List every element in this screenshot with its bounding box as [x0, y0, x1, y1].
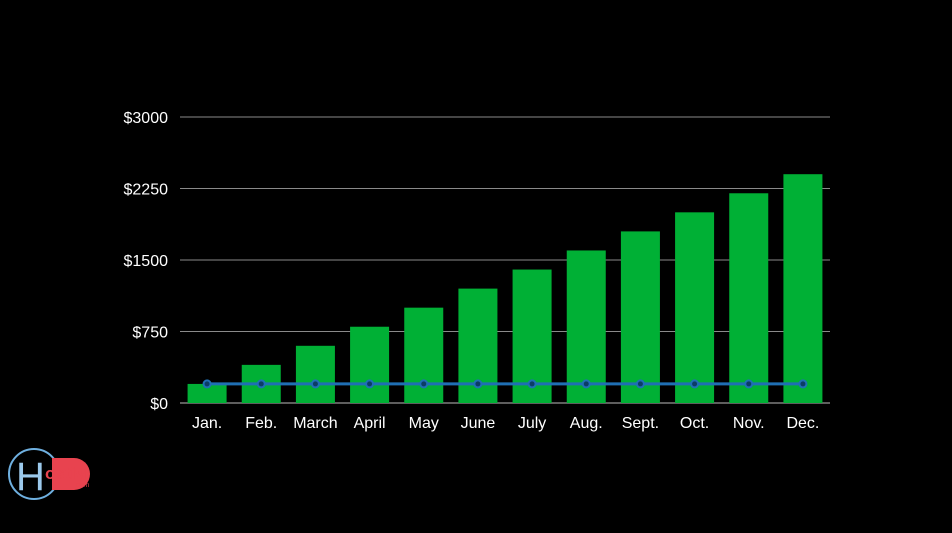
x-tick-label: March — [293, 415, 337, 432]
x-tick-label: May — [409, 415, 439, 432]
bar — [404, 307, 444, 403]
line-point — [202, 379, 212, 389]
bar — [566, 250, 606, 403]
y-tick-label: $0 — [150, 396, 168, 413]
gridlines — [180, 116, 830, 404]
x-tick-label: Dec. — [786, 415, 819, 432]
line-point — [798, 379, 808, 389]
y-tick-label: $2250 — [124, 182, 169, 199]
x-tick-label: Feb. — [245, 415, 277, 432]
x-tick-label: July — [518, 415, 546, 432]
bar-series — [187, 174, 823, 403]
bar — [187, 383, 227, 403]
x-tick-label: Nov. — [733, 415, 765, 432]
hostivi-logo: H ostivi .com — [8, 448, 90, 500]
line-point — [256, 379, 266, 389]
x-axis-tick-labels: Jan. Feb. March April May June July Aug. Sept. Oc… — [192, 415, 819, 432]
line-point — [581, 379, 591, 389]
y-tick-label: $1500 — [124, 253, 169, 270]
x-tick-label: Oct. — [680, 415, 709, 432]
line-point — [744, 379, 754, 389]
bar — [620, 231, 660, 403]
bar — [783, 174, 823, 403]
bar — [295, 345, 335, 403]
bar — [675, 212, 715, 403]
line-point — [527, 379, 537, 389]
line-point — [635, 379, 645, 389]
logo-letter: H — [16, 455, 45, 499]
logo-red-tab — [52, 458, 90, 490]
bar — [350, 326, 390, 403]
x-tick-label: Aug. — [570, 415, 603, 432]
x-tick-label: April — [354, 415, 386, 432]
line-series — [202, 379, 808, 389]
x-tick-label: Sept. — [622, 415, 659, 432]
logo-text: ostivi — [45, 464, 89, 483]
line-point — [365, 379, 375, 389]
line-point — [310, 379, 320, 389]
y-tick-label: $3000 — [124, 110, 169, 127]
x-tick-label: June — [461, 415, 496, 432]
x-tick-label: Jan. — [192, 415, 222, 432]
y-tick-label: $750 — [132, 325, 168, 342]
y-axis-tick-labels: $0 $750 $1500 $2250 $3000 — [124, 110, 169, 413]
line-point — [690, 379, 700, 389]
line-point — [473, 379, 483, 389]
bar — [729, 193, 769, 403]
line-point — [419, 379, 429, 389]
logo-suffix: .com — [74, 482, 89, 489]
